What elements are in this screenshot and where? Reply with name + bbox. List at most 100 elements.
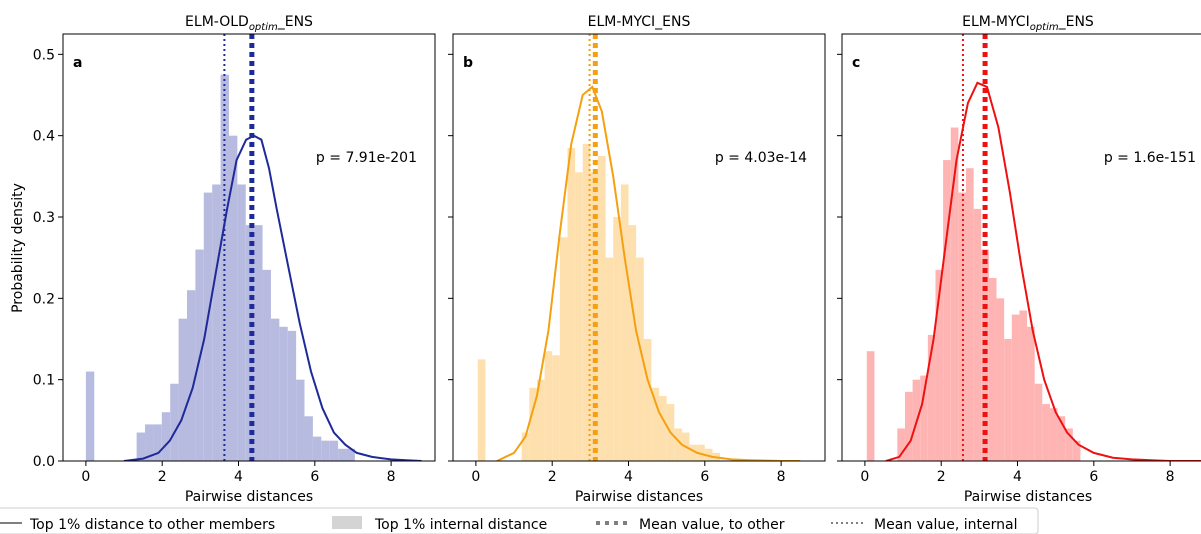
histogram-bar bbox=[866, 351, 875, 461]
histogram-bar bbox=[544, 351, 553, 461]
p-value-annotation: p = 4.03e-14 bbox=[715, 150, 807, 166]
x-tick-label: 6 bbox=[1089, 469, 1098, 485]
histogram-bar bbox=[85, 371, 95, 461]
x-axis-label: Pairwise distances bbox=[964, 489, 1092, 505]
x-tick-label: 0 bbox=[860, 469, 869, 485]
y-tick-label: 0.5 bbox=[33, 47, 55, 63]
histogram-bar bbox=[321, 440, 330, 461]
panel-letter: b bbox=[463, 55, 473, 71]
histogram-bar bbox=[674, 428, 682, 461]
plot-frame bbox=[452, 33, 826, 462]
x-tick-label: 8 bbox=[1166, 469, 1175, 485]
legend: Top 1% distance to other members Top 1% … bbox=[0, 507, 1039, 534]
x-tick-label: 8 bbox=[777, 469, 786, 485]
histogram-bar bbox=[996, 298, 1005, 461]
y-tick-label: 0.0 bbox=[33, 454, 55, 470]
histogram-bar bbox=[651, 387, 660, 461]
x-tick-label: 4 bbox=[624, 469, 633, 485]
legend-label-thin-dotted: Mean value, internal bbox=[874, 517, 1017, 533]
histogram-bar bbox=[935, 269, 944, 461]
panel-letter: a bbox=[73, 55, 82, 71]
histogram-bar bbox=[559, 237, 568, 461]
histogram-bar bbox=[536, 379, 545, 461]
density-curve bbox=[123, 134, 422, 461]
y-axis-label: Probability density bbox=[10, 183, 26, 313]
panel-a: 0 2 4 6 8 0.0 0.1 0.2 0.3 0.4 0.5 Pairwise distance… bbox=[33, 14, 436, 505]
x-tick-label: 2 bbox=[158, 469, 167, 485]
histogram-bar bbox=[605, 257, 614, 461]
histogram-bar bbox=[966, 168, 974, 461]
histogram-bar bbox=[1011, 314, 1020, 461]
legend-bar-icon bbox=[332, 516, 362, 529]
histogram-bar bbox=[220, 74, 229, 461]
x-tick-label: 2 bbox=[548, 469, 557, 485]
histogram-bar bbox=[237, 184, 246, 461]
histogram-bar bbox=[943, 160, 951, 461]
x-tick-label: 8 bbox=[387, 469, 396, 485]
legend-label-solid: Top 1% distance to other members bbox=[29, 517, 275, 533]
y-tick-label: 0.2 bbox=[33, 291, 55, 307]
histogram-bar bbox=[477, 359, 486, 461]
histogram-bar bbox=[529, 387, 537, 461]
histogram-bar bbox=[643, 339, 652, 461]
p-value-annotation: p = 1.6e-151 bbox=[1104, 150, 1196, 166]
histogram-bar bbox=[212, 184, 221, 461]
panel-title-main: ELM-MYCI_ENS bbox=[588, 14, 691, 30]
histogram-bar bbox=[920, 375, 928, 461]
histogram-bar bbox=[521, 432, 530, 461]
x-tick-label: 0 bbox=[81, 469, 90, 485]
histogram-bar bbox=[1027, 326, 1035, 461]
legend-label-bar: Top 1% internal distance bbox=[374, 517, 547, 533]
x-tick-label: 4 bbox=[234, 469, 243, 485]
plot-frame bbox=[62, 33, 436, 462]
histogram-bar bbox=[973, 208, 982, 461]
panel-title: ELM-OLDoptim_ENS bbox=[185, 14, 313, 33]
histogram-bar bbox=[145, 424, 154, 461]
histogram-bar bbox=[636, 257, 644, 461]
y-tick-label: 0.4 bbox=[33, 129, 55, 145]
panel-letter: c bbox=[852, 55, 860, 71]
histogram-bar bbox=[613, 217, 621, 461]
panel-title-main: ELM-MYCI bbox=[962, 14, 1030, 30]
histogram-bar bbox=[161, 412, 171, 461]
histogram-bar bbox=[575, 172, 583, 461]
histogram-bar bbox=[1065, 428, 1073, 461]
plot-frame bbox=[841, 33, 1201, 462]
histogram-bar bbox=[988, 278, 997, 461]
histogram bbox=[85, 74, 355, 461]
histogram-bar bbox=[981, 249, 989, 461]
histogram-bar bbox=[338, 448, 347, 461]
histogram-bar bbox=[346, 448, 355, 461]
histogram-bar bbox=[136, 432, 146, 461]
histogram bbox=[866, 127, 1081, 461]
x-tick-label: 0 bbox=[471, 469, 480, 485]
histogram-bar bbox=[1019, 310, 1028, 461]
histogram-bar bbox=[187, 290, 196, 461]
legend-label-thick-dotted: Mean value, to other bbox=[639, 517, 785, 533]
panel-title-subscript: optim bbox=[249, 22, 278, 33]
density-curve bbox=[885, 81, 1201, 461]
histogram-bar bbox=[279, 326, 288, 461]
y-tick-label: 0.3 bbox=[33, 210, 55, 226]
histogram-bar bbox=[270, 318, 280, 461]
histogram bbox=[477, 143, 721, 461]
panel-title-suffix: _ENS bbox=[1058, 14, 1094, 30]
panel-c: 0 2 4 6 8 Pairwise distances ELM-MYCIoptim_ENS… bbox=[837, 14, 1201, 505]
x-axis-label: Pairwise distances bbox=[185, 489, 313, 505]
histogram-bar bbox=[552, 355, 560, 461]
histogram-bar bbox=[950, 127, 959, 461]
x-tick-label: 4 bbox=[1013, 469, 1022, 485]
x-tick-label: 6 bbox=[310, 469, 319, 485]
histogram-bar bbox=[1049, 408, 1058, 461]
histogram-bar bbox=[897, 428, 905, 461]
panel-title-subscript: optim bbox=[1030, 22, 1059, 33]
histogram-bar bbox=[689, 444, 698, 461]
histogram-bar bbox=[262, 269, 271, 461]
panel-title-suffix: _ENS bbox=[277, 14, 313, 30]
histogram-bar bbox=[254, 225, 263, 461]
histogram-bar bbox=[1034, 383, 1043, 461]
histogram-bar bbox=[904, 391, 913, 461]
panel-title: ELM-MYCIoptim_ENS bbox=[962, 14, 1094, 33]
